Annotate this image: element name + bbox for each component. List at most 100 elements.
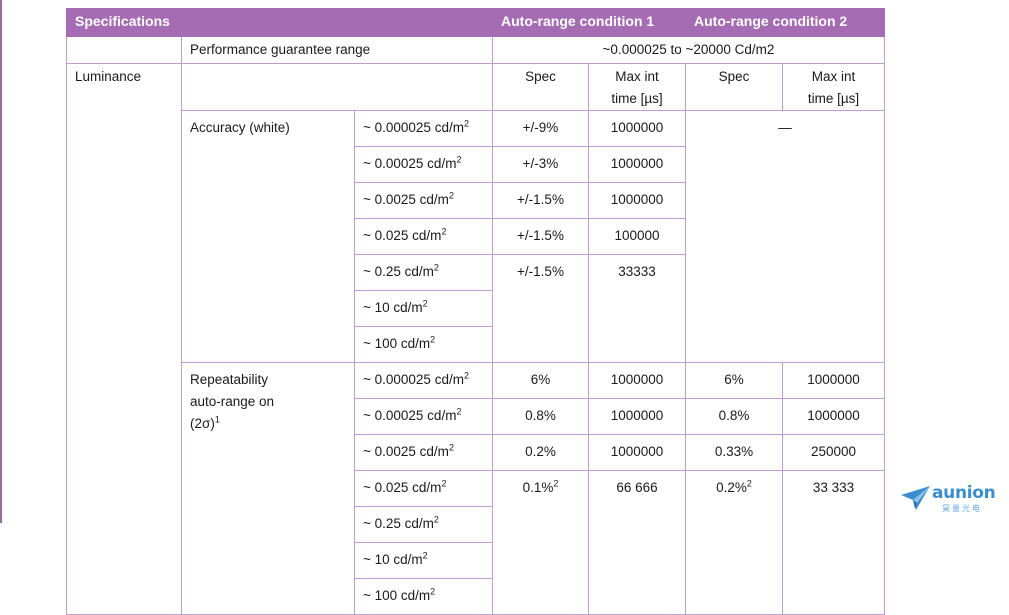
repeatability-row: Repeatability auto-range on (2σ)1 ~ 0.00… [67,362,885,615]
repeat-max2: 1000000 [782,398,885,435]
repeat-spec2: 0.33% [685,434,783,471]
range-text: ~ 100 cd/m [363,588,431,603]
repeatability-label-line3: (2σ) [190,416,215,431]
range-text: ~ 10 cd/m [363,552,423,567]
accuracy-max1: 1000000 [588,146,686,183]
header-condition-2: Auto-range condition 2 [685,8,885,37]
unit-exponent: 2 [456,406,462,417]
repeat-spec1: 0.1%2 [492,470,589,615]
accuracy-range: ~ 10 cd/m2 [354,290,493,327]
unit-exponent: 2 [422,550,428,561]
accuracy-range: ~ 0.025 cd/m2 [354,218,493,255]
range-text: ~ 0.025 cd/m [363,480,442,495]
maxint-header-1: Max int time [µs] [588,63,686,111]
unit-exponent: 2 [433,262,439,273]
accuracy-spec1: +/-3% [492,146,589,183]
footnote-marker: 2 [746,478,752,489]
specifications-table: Specifications Auto-range condition 1 Au… [66,8,885,615]
repeatability-range: ~ 0.025 cd/m2 [354,470,493,507]
repeat-max2: 250000 [782,434,885,471]
unit-exponent: 2 [448,442,454,453]
guarantee-value: ~0.000025 to ~20000 Cd/m2 [492,36,885,64]
page-left-rule [0,0,2,523]
repeat-spec1: 0.2% [492,434,589,471]
repeat-spec1: 0.8% [492,398,589,435]
accuracy-range: ~ 0.25 cd/m2 [354,254,493,291]
header-condition-1: Auto-range condition 1 [492,8,686,37]
unit-exponent: 2 [430,334,436,345]
repeatability-label: Repeatability auto-range on (2σ)1 [181,362,355,615]
range-text: ~ 0.0025 cd/m [363,444,449,459]
range-text: ~ 0.0025 cd/m [363,192,449,207]
accuracy-row: ~ 0.025 cd/m2 +/-1.5% 100000 [67,218,885,255]
accuracy-spec1: +/-1.5% [492,218,589,255]
range-text: ~ 0.00025 cd/m [363,156,457,171]
spec-header-1: Spec [492,63,589,111]
unit-exponent: 2 [422,298,428,309]
accuracy-row: ~ 0.00025 cd/m2 +/-3% 1000000 [67,146,885,183]
range-text: ~ 10 cd/m [363,300,423,315]
range-text: ~ 0.000025 cd/m [363,372,464,387]
repeatability-range: ~ 100 cd/m2 [354,578,493,615]
accuracy-max1: 1000000 [588,182,686,219]
unit-exponent: 2 [430,586,436,597]
header-row: Specifications Auto-range condition 1 Au… [66,8,885,37]
unit-exponent: 2 [448,190,454,201]
repeatability-label-line1: Repeatability [190,372,269,387]
unit-exponent: 2 [433,514,439,525]
repeat-spec1-value: 0.1% [522,480,554,495]
repeatability-row: ~ 0.0025 cd/m2 0.2% 1000000 0.33% 250000 [67,434,885,471]
accuracy-range: ~ 0.00025 cd/m2 [354,146,493,183]
accuracy-range: ~ 100 cd/m2 [354,326,493,363]
repeat-spec2: 0.2%2 [685,470,783,615]
footnote-marker: 2 [553,478,559,489]
repeatability-range: ~ 0.25 cd/m2 [354,506,493,543]
aunion-logo: aunion 昊量光电 [900,483,1000,516]
repeatability-range: ~ 0.000025 cd/m2 [354,362,493,399]
range-text: ~ 0.025 cd/m [363,228,442,243]
accuracy-row: ~ 10 cd/m2 [67,290,885,327]
repeatability-row: ~ 0.00025 cd/m2 0.8% 1000000 0.8% 100000… [67,398,885,435]
repeat-max2: 1000000 [782,362,885,399]
accuracy-range: ~ 0.0025 cd/m2 [354,182,493,219]
guarantee-row: Performance guarantee range ~0.000025 to… [66,36,885,64]
maxint-header-2: Max int time [µs] [782,63,885,111]
accuracy-spec1: +/-9% [492,110,589,147]
repeat-spec2: 6% [685,362,783,399]
accuracy-range: ~ 0.000025 cd/m2 [354,110,493,147]
repeatability-range: ~ 0.0025 cd/m2 [354,434,493,471]
maxint-header-1-line1: Max int [615,69,659,84]
footnote-marker: 1 [214,414,220,425]
range-text: ~ 0.25 cd/m [363,516,434,531]
repeat-max1: 1000000 [588,398,686,435]
repeat-spec2-value: 0.2% [716,480,747,495]
spec-header-2: Spec [685,63,783,111]
logo-name: aunion [932,483,996,503]
maxint-header-2-line1: Max int [811,69,856,84]
accuracy-max1: 100000 [588,218,686,255]
header-specifications: Specifications [66,8,493,37]
repeatability-range: ~ 0.00025 cd/m2 [354,398,493,435]
accuracy-row: ~ 0.25 cd/m2 +/-1.5% 33333 [67,254,885,363]
accuracy-row: ~ 0.0025 cd/m2 +/-1.5% 1000000 [67,182,885,219]
luminance-label: Luminance [66,63,182,615]
repeat-spec1: 6% [492,362,589,399]
guarantee-blank-cell [66,36,182,64]
unit-exponent: 2 [456,154,462,165]
unit-exponent: 2 [463,118,469,129]
accuracy-max1: 33333 [588,254,686,363]
repeat-max1: 66 666 [588,470,686,615]
accuracy-spec1: +/-1.5% [492,254,589,363]
accuracy-spec1: +/-1.5% [492,182,589,219]
range-text: ~ 0.000025 cd/m [363,120,464,135]
accuracy-label: Accuracy (white) [181,110,355,363]
repeat-max1: 1000000 [588,362,686,399]
luminance-blank-cell [181,63,493,111]
logo-subtitle: 昊量光电 [942,504,982,513]
maxint-header-2-line2: time [µs] [807,91,860,106]
maxint-header-1-line2: time [µs] [611,91,663,106]
repeat-spec2: 0.8% [685,398,783,435]
accuracy-condition2-dash: — [685,110,885,363]
unit-exponent: 2 [441,478,447,489]
accuracy-row: Accuracy (white) ~ 0.000025 cd/m2 +/-9% … [67,110,885,363]
